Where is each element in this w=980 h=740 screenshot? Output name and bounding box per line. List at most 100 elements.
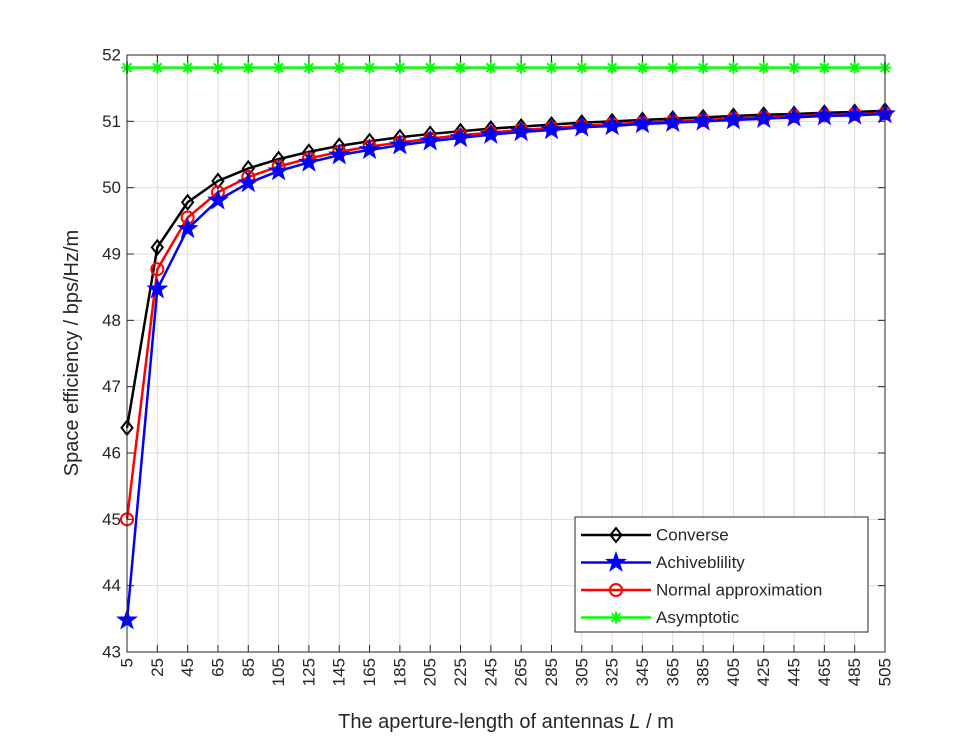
data-point xyxy=(727,61,740,74)
legend-item: Asymptotic xyxy=(581,608,740,627)
data-point xyxy=(606,61,619,74)
data-point xyxy=(393,61,406,74)
x-tick-label: 205 xyxy=(421,658,440,686)
x-axis-label-prefix: The aperture-length of antennas xyxy=(338,711,629,733)
data-point xyxy=(388,133,411,155)
y-tick-label: 47 xyxy=(102,377,121,396)
data-point xyxy=(601,114,624,136)
data-point xyxy=(146,277,169,299)
data-point xyxy=(570,115,593,137)
data-point xyxy=(757,61,770,74)
x-axis-label-variable: L xyxy=(629,711,640,733)
legend-marker xyxy=(605,550,627,572)
data-point xyxy=(211,61,224,74)
legend-marker xyxy=(610,611,622,624)
x-tick-label: 405 xyxy=(724,658,743,686)
data-point xyxy=(848,61,861,74)
x-tick-label: 245 xyxy=(481,658,500,686)
y-tick-label: 52 xyxy=(102,46,121,65)
axes-box xyxy=(126,54,886,653)
data-point xyxy=(479,123,502,144)
data-point xyxy=(302,61,315,74)
x-axis-label-suffix: / m xyxy=(641,711,674,733)
data-point xyxy=(636,61,649,74)
ticks xyxy=(126,54,886,653)
data-point xyxy=(176,217,199,239)
x-tick-label: 85 xyxy=(239,658,258,677)
x-tick-label: 5 xyxy=(118,658,137,667)
y-axis-label: Space efficiency / bps/Hz/m xyxy=(61,230,83,476)
data-point xyxy=(272,61,285,74)
data-point xyxy=(722,108,745,130)
data-point xyxy=(454,61,467,74)
series-group xyxy=(116,61,896,630)
x-tick-label: 345 xyxy=(633,658,652,686)
y-tick-label: 48 xyxy=(102,311,121,330)
x-tick-label: 505 xyxy=(876,658,895,686)
data-point xyxy=(267,159,290,181)
data-point xyxy=(692,109,715,131)
data-point xyxy=(540,118,563,140)
legend-label: Converse xyxy=(656,526,729,545)
x-tick-label: 25 xyxy=(148,658,167,677)
legend-item: Converse xyxy=(581,526,729,545)
legend-label: Normal approximation xyxy=(656,581,822,600)
y-tick-labels: 43 44 45 46 47 48 49 50 51 52 xyxy=(102,46,121,662)
x-tick-label: 485 xyxy=(845,658,864,686)
x-tick-label: 385 xyxy=(694,658,713,686)
data-point xyxy=(297,150,320,172)
x-tick-label: 225 xyxy=(451,658,470,686)
legend-item: Normal approximation xyxy=(581,581,822,600)
x-tick-labels: 5 25 45 65 85 105 125 145 165 185 205 225 245 265 285 3… xyxy=(118,658,895,686)
data-point xyxy=(813,104,836,126)
data-point xyxy=(449,126,472,148)
data-point xyxy=(237,171,260,193)
data-point xyxy=(783,105,805,127)
y-tick-label: 46 xyxy=(102,444,121,463)
data-point xyxy=(697,61,710,74)
data-point xyxy=(843,103,866,125)
data-point xyxy=(788,61,801,74)
x-tick-label: 45 xyxy=(178,658,197,677)
data-point xyxy=(575,61,588,74)
data-point xyxy=(151,61,164,74)
data-point xyxy=(181,61,194,74)
data-point xyxy=(358,138,381,160)
data-point xyxy=(242,61,255,74)
x-tick-label: 185 xyxy=(390,658,409,686)
data-point xyxy=(419,129,442,151)
data-point xyxy=(545,61,558,74)
y-tick-label: 43 xyxy=(102,643,121,662)
data-point xyxy=(424,61,437,74)
legend-label: Asymptotic xyxy=(656,608,740,627)
data-point xyxy=(510,120,533,142)
data-point xyxy=(207,188,229,210)
data-point xyxy=(150,238,165,256)
data-point xyxy=(631,112,654,134)
y-tick-label: 51 xyxy=(102,112,121,131)
series-asymptotic xyxy=(121,61,891,74)
legend-label: Achiveblility xyxy=(656,553,745,572)
data-point xyxy=(180,193,195,211)
legend-item: Achiveblility xyxy=(581,550,745,572)
data-point xyxy=(666,61,679,74)
data-point xyxy=(211,172,225,190)
legend: Converse Achiveblility Normal approximatio… xyxy=(574,516,869,633)
y-tick-label: 44 xyxy=(102,576,121,595)
y-tick-label: 50 xyxy=(102,178,121,197)
x-axis-label: The aperture-length of antennas L / m xyxy=(338,711,674,733)
x-tick-label: 265 xyxy=(512,658,531,686)
data-point xyxy=(484,61,497,74)
x-tick-label: 145 xyxy=(330,658,349,686)
x-tick-label: 365 xyxy=(663,658,682,686)
data-point xyxy=(328,143,351,165)
x-tick-label: 445 xyxy=(785,658,804,686)
data-point xyxy=(818,61,831,74)
y-tick-label: 49 xyxy=(102,245,121,264)
data-point xyxy=(363,61,376,74)
y-tick-label: 45 xyxy=(102,510,121,529)
legend-marker xyxy=(609,526,623,544)
data-point xyxy=(515,61,528,74)
